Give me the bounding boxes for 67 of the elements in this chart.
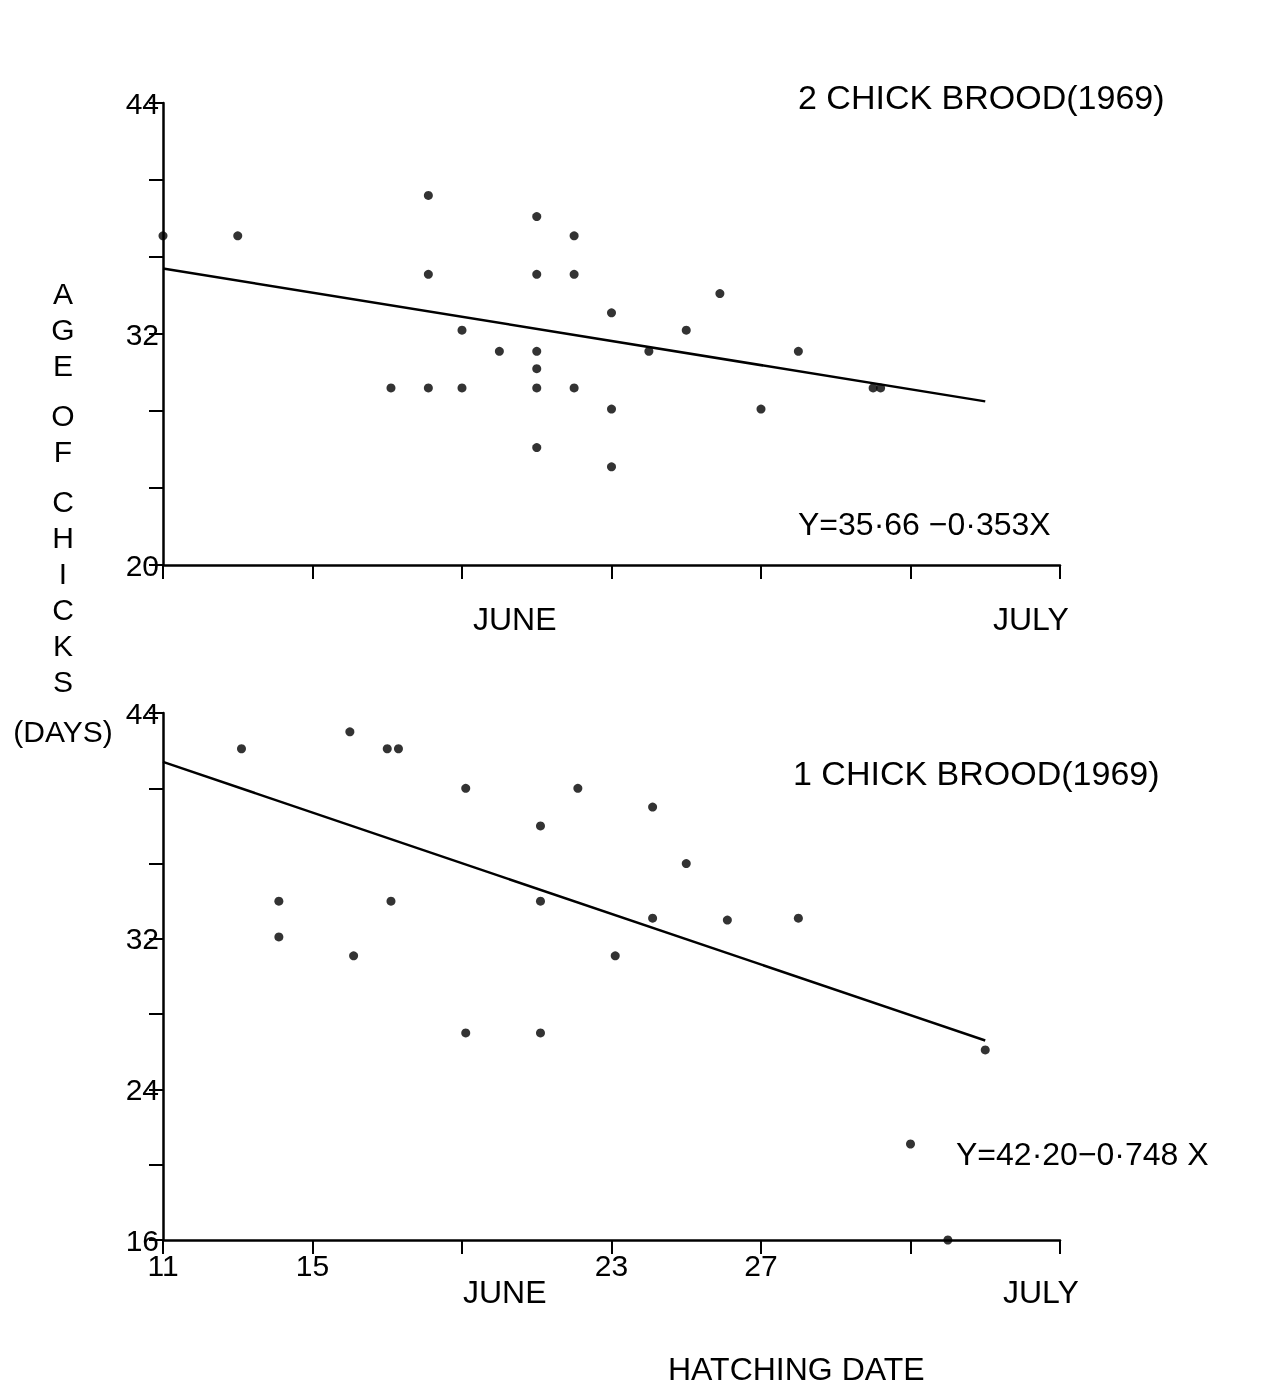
point — [382, 744, 392, 754]
point — [457, 383, 467, 393]
point — [274, 932, 284, 942]
point — [494, 346, 504, 356]
point — [532, 364, 542, 374]
point — [536, 821, 545, 831]
point — [648, 802, 658, 812]
point — [610, 951, 620, 961]
text: 1 CHICK BROOD(1969) — [793, 754, 1160, 792]
point — [349, 951, 359, 961]
point — [532, 443, 542, 453]
point — [532, 346, 542, 356]
y-tick-label: 44 — [125, 86, 159, 120]
chart-title: 2 CHICK BROOD(1969) — [798, 78, 1165, 116]
x-tick-label: 27 — [744, 1248, 778, 1282]
point — [423, 383, 433, 393]
point — [573, 783, 583, 793]
point — [423, 269, 433, 279]
y-tick-label: 20 — [125, 548, 159, 582]
point — [461, 783, 471, 793]
point — [536, 896, 545, 906]
point — [648, 913, 658, 923]
x-tick-label: 15 — [295, 1248, 330, 1282]
point — [607, 404, 616, 414]
text: JUNE — [473, 601, 557, 637]
y-tick-label: 24 — [125, 1072, 159, 1106]
point — [715, 289, 725, 299]
text: JUNE — [463, 1274, 547, 1310]
point — [722, 915, 732, 925]
text: JULY — [993, 601, 1069, 637]
point — [756, 404, 766, 414]
point — [536, 1028, 545, 1038]
x-axis-title: HATCHING DATE — [668, 1351, 925, 1387]
point — [532, 383, 542, 393]
point — [158, 231, 168, 241]
point — [393, 744, 403, 754]
text: AGE OF CHICKS (DAYS) — [13, 277, 113, 748]
point — [607, 308, 616, 318]
point — [681, 859, 691, 869]
point — [386, 896, 396, 906]
point — [607, 462, 616, 472]
point — [569, 383, 579, 393]
annotation: Y=35·66 −0·353X — [798, 506, 1051, 542]
point — [457, 325, 467, 335]
point — [980, 1045, 990, 1055]
point — [461, 1028, 471, 1038]
point — [423, 190, 433, 200]
point — [532, 212, 542, 222]
point — [274, 896, 284, 906]
y-tick-label: 44 — [125, 696, 159, 730]
annotation: Y=42·20−0·748 X — [956, 1136, 1209, 1172]
y-tick-label: 32 — [125, 922, 159, 956]
x-tick-label: 23 — [594, 1248, 629, 1282]
point — [681, 325, 691, 335]
point — [532, 269, 542, 279]
point — [345, 727, 355, 737]
point — [237, 744, 246, 754]
point — [569, 269, 579, 279]
point — [233, 231, 243, 241]
text: JULY — [1003, 1274, 1079, 1310]
point — [906, 1139, 915, 1149]
point — [569, 231, 579, 241]
point — [793, 913, 803, 923]
point — [793, 346, 803, 356]
point — [943, 1235, 953, 1245]
y-tick-label: 32 — [125, 317, 159, 351]
point — [386, 383, 396, 393]
